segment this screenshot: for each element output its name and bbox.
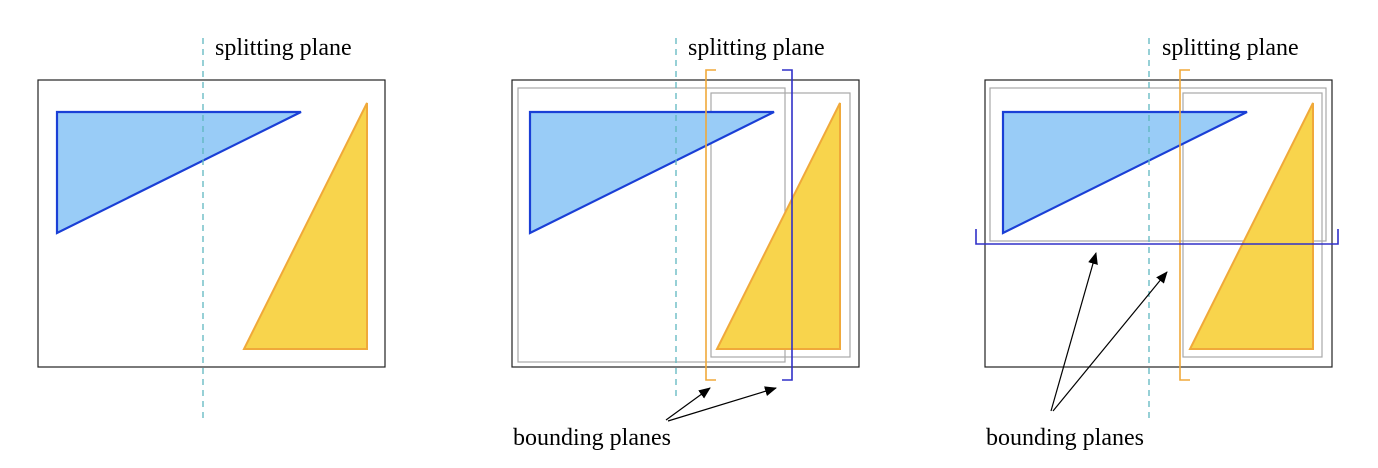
- yellow-triangle: [1188, 102, 1314, 350]
- blue-triangle: [1001, 110, 1248, 235]
- top-bounding-box: [989, 87, 1327, 242]
- yellow-triangle: [242, 102, 368, 350]
- bounding-planes-label: bounding planes: [513, 425, 671, 451]
- panel-3: splitting plane bounding planes: [975, 35, 1339, 451]
- panel-2: splitting plane bounding planes: [511, 35, 860, 451]
- splitting-plane-label: splitting plane: [688, 35, 825, 61]
- blue-triangle: [55, 110, 302, 235]
- panel-1: splitting plane: [37, 35, 386, 418]
- blue-bounding-plane: [975, 229, 1339, 245]
- arrow-to-orange-plane: [665, 387, 711, 421]
- splitting-plane-label: splitting plane: [215, 35, 352, 61]
- outer-box: [511, 79, 860, 368]
- bounding-planes-label: bounding planes: [986, 425, 1144, 451]
- outer-box: [37, 79, 386, 368]
- right-bounding-box: [1182, 92, 1323, 358]
- arrow-to-orange-plane: [1052, 271, 1168, 412]
- orange-bounding-plane: [705, 69, 716, 381]
- arrow-to-blue-plane: [1050, 252, 1098, 412]
- blue-bounding-plane: [782, 69, 793, 381]
- arrow-to-blue-plane: [667, 386, 777, 422]
- blue-triangle: [528, 110, 775, 235]
- splitting-plane-label: splitting plane: [1162, 35, 1299, 61]
- outer-box: [984, 79, 1333, 368]
- right-bounding-box: [710, 92, 851, 358]
- yellow-triangle: [715, 102, 841, 350]
- orange-bounding-plane: [1179, 69, 1190, 381]
